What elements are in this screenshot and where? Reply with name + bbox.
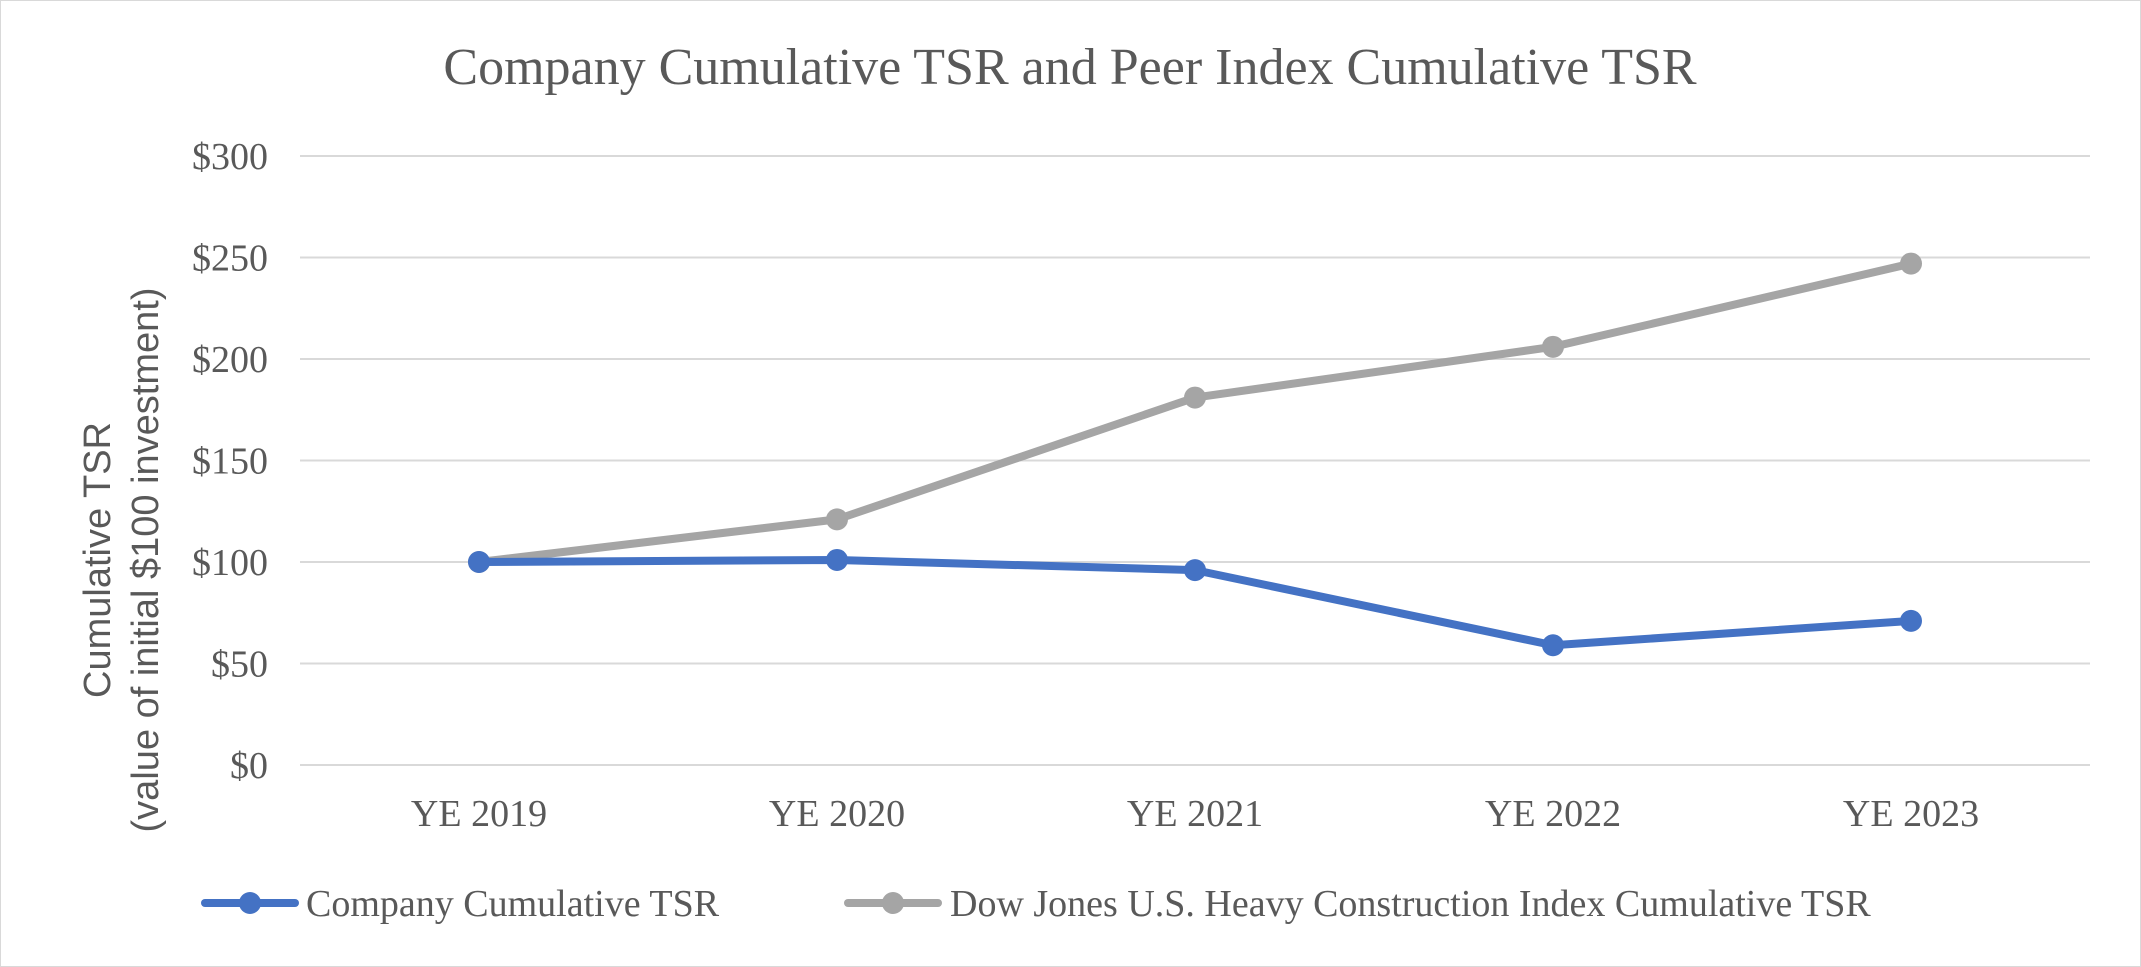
legend-swatch-marker	[239, 892, 261, 914]
legend-label: Company Cumulative TSR	[306, 883, 720, 925]
series-0	[468, 548, 1922, 657]
x-tick-label: YE 2021	[1127, 793, 1263, 835]
data-point	[1542, 634, 1564, 657]
series-1	[468, 252, 1922, 573]
y-axis-label-line-2: (value of initial $100 investment)	[125, 288, 167, 833]
y-tick-label: $300	[192, 136, 268, 178]
x-tick-label: YE 2020	[769, 793, 905, 835]
data-point	[1900, 609, 1922, 632]
legend-item: Dow Jones U.S. Heavy Construction Index …	[844, 883, 1871, 925]
legend-label: Dow Jones U.S. Heavy Construction Index …	[950, 883, 1871, 925]
legend-item: Company Cumulative TSR	[201, 883, 720, 925]
data-point	[1542, 335, 1564, 358]
series-line	[475, 259, 1915, 566]
y-axis-label-line-1: Cumulative TSR	[77, 422, 119, 698]
gridlines	[300, 155, 2090, 766]
y-axis-ticks: $0 $50 $100 $150 $200 $250 $300	[192, 136, 268, 787]
data-point	[826, 548, 848, 571]
y-tick-label: $0	[230, 745, 268, 787]
legend-swatch-marker	[882, 892, 904, 914]
x-tick-label: YE 2023	[1843, 793, 1979, 835]
data-point	[468, 551, 490, 573]
y-tick-label: $150	[192, 441, 268, 483]
legend: Company Cumulative TSR Dow Jones U.S. Hea…	[201, 883, 1871, 925]
data-point	[1900, 252, 1922, 275]
y-axis-label: Cumulative TSR (value of initial $100 in…	[77, 288, 167, 833]
data-point	[1184, 559, 1206, 582]
series-layer	[468, 252, 1922, 657]
x-tick-label: YE 2022	[1485, 793, 1621, 835]
x-tick-label: YE 2019	[411, 793, 547, 835]
data-point	[826, 508, 848, 531]
x-axis-ticks: YE 2019 YE 2020 YE 2021 YE 2022 YE 2023	[411, 793, 1979, 835]
y-tick-label: $50	[211, 644, 268, 686]
y-tick-label: $200	[192, 339, 268, 381]
data-point	[1184, 386, 1206, 409]
y-tick-label: $250	[192, 238, 268, 280]
chart-title: Company Cumulative TSR and Peer Index Cu…	[443, 39, 1697, 96]
y-tick-label: $100	[192, 542, 268, 584]
